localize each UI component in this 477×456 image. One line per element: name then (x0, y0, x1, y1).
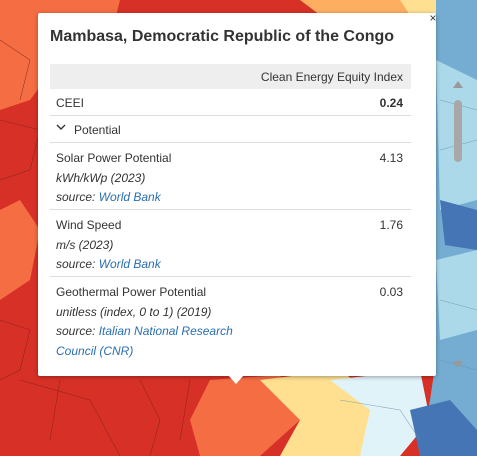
table-row: Geothermal Power Potential unitless (ind… (50, 277, 411, 363)
indicator-unit: m/s (2023) (56, 238, 114, 252)
indicator-source: source: Italian National Research Counci… (56, 321, 256, 361)
indicator-value: 4.13 (379, 151, 403, 165)
close-icon[interactable]: × (429, 11, 437, 25)
indicator-source: source: World Bank (56, 254, 256, 274)
table-row: Solar Power Potential kWh/kWp (2023) sou… (50, 143, 411, 210)
table-row: Wind Speed m/s (2023) source: World Bank… (50, 210, 411, 277)
source-link[interactable]: World Bank (98, 190, 161, 204)
chevron-down-icon[interactable] (56, 122, 66, 135)
indicator-name: Geothermal Power Potential (56, 285, 207, 299)
scrollbar[interactable] (453, 81, 463, 371)
source-prefix: source: (56, 324, 96, 338)
indicator-unit: kWh/kWp (2023) (56, 171, 146, 185)
column-header: Clean Energy Equity Index (50, 64, 411, 89)
section-label: Potential (74, 123, 121, 137)
ceei-value: 0.24 (379, 96, 403, 110)
scroll-thumb[interactable] (454, 100, 462, 162)
popup-title: Mambasa, Democratic Republic of the Cong… (50, 28, 395, 45)
indicator-unit: unitless (index, 0 to 1) (2019) (56, 305, 212, 319)
indicator-source: source: World Bank (56, 187, 256, 207)
indicator-name: Wind Speed (56, 218, 122, 232)
ceei-label: CEEI (56, 96, 85, 110)
source-link-continued[interactable]: Council (CNR) (56, 344, 134, 358)
source-link[interactable]: Italian National Research (98, 324, 233, 338)
table-row-ceei: CEEI 0.24 (50, 89, 411, 116)
data-table: Clean Energy Equity Index CEEI 0.24 Pote… (50, 64, 411, 369)
popup-pointer (228, 375, 244, 384)
scroll-up-icon[interactable] (453, 81, 463, 88)
indicator-value: 1.76 (379, 218, 403, 232)
scroll-down-icon[interactable] (453, 361, 463, 368)
info-popup: Mambasa, Democratic Republic of the Cong… (38, 13, 463, 376)
column-header-label: Clean Energy Equity Index (260, 70, 403, 84)
section-potential[interactable]: Potential (50, 116, 411, 143)
source-prefix: source: (56, 190, 96, 204)
source-prefix: source: (56, 257, 96, 271)
source-link[interactable]: World Bank (98, 257, 161, 271)
indicator-name: Solar Power Potential (56, 151, 172, 165)
indicator-value: 0.03 (379, 285, 403, 299)
